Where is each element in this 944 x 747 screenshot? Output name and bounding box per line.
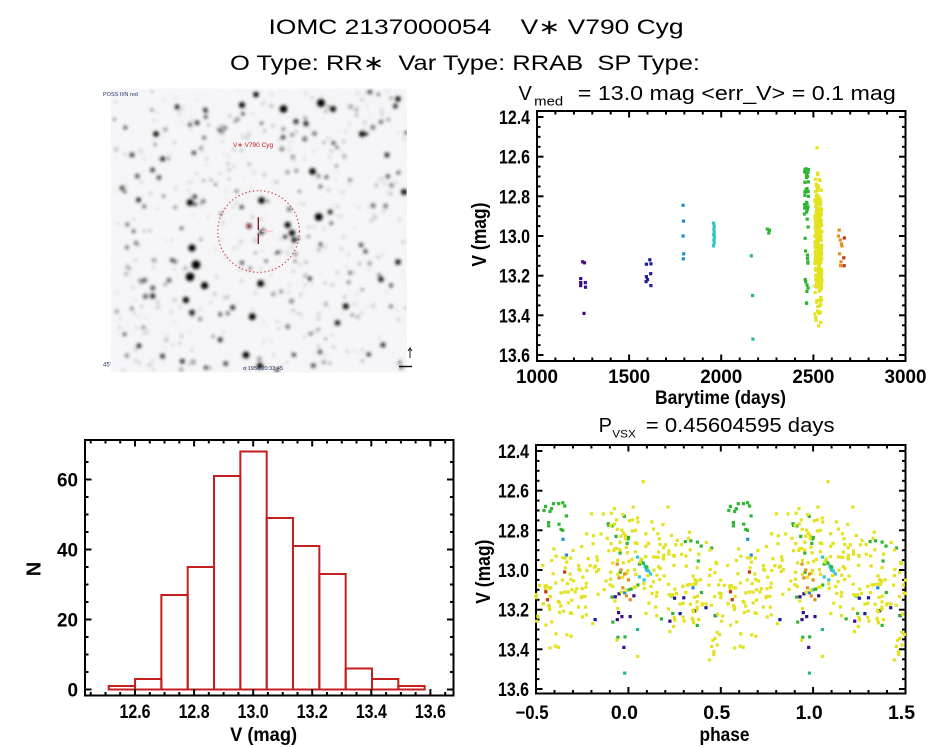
svg-text:0.0: 0.0: [611, 703, 638, 724]
svg-text:2000: 2000: [700, 367, 742, 388]
svg-text:13.2: 13.2: [297, 702, 328, 723]
svg-text:12.6: 12.6: [498, 482, 529, 503]
svg-text:1.0: 1.0: [796, 703, 823, 724]
svg-text:13.0: 13.0: [498, 561, 529, 582]
svg-text:13.4: 13.4: [499, 306, 530, 327]
svg-text:V (mag): V (mag): [469, 203, 491, 267]
svg-text:N: N: [24, 562, 46, 576]
svg-text:20: 20: [57, 611, 78, 632]
svg-text:IOMC 2137000054 V∗ V790 Cyg: IOMC 2137000054 V∗ V790 Cyg: [269, 16, 684, 39]
svg-text:V∗ V790 Cyg: V∗ V790 Cyg: [233, 142, 274, 149]
svg-text:1500: 1500: [608, 367, 650, 388]
svg-text:= 13.0 mag <err_V> = 0.1 mag: = 13.0 mag <err_V> = 0.1 mag: [578, 83, 896, 105]
svg-text:V: V: [519, 83, 533, 105]
svg-text:0: 0: [68, 681, 79, 702]
svg-text:V (mag): V (mag): [473, 540, 495, 604]
svg-text:α 1950 20:33:45: α 1950 20:33:45: [243, 366, 283, 372]
svg-text:−0.5: −0.5: [516, 703, 549, 724]
svg-text:1000: 1000: [516, 367, 558, 388]
svg-text:12.6: 12.6: [120, 702, 151, 723]
svg-text:POSS II/N red: POSS II/N red: [103, 92, 138, 98]
svg-text:med: med: [534, 94, 563, 109]
svg-text:13.6: 13.6: [498, 680, 529, 701]
svg-text:13.0: 13.0: [238, 702, 269, 723]
svg-text:2500: 2500: [792, 367, 834, 388]
svg-text:13.4: 13.4: [356, 702, 387, 723]
svg-text:13.6: 13.6: [499, 346, 530, 367]
svg-text:13.4: 13.4: [498, 640, 529, 661]
svg-text:40: 40: [57, 541, 78, 562]
svg-text:45': 45': [103, 363, 111, 369]
svg-text:Barytime (days): Barytime (days): [655, 388, 786, 409]
svg-text:= 0.45604595 days: = 0.45604595 days: [646, 415, 835, 437]
svg-text:3000: 3000: [885, 367, 927, 388]
svg-text:12.6: 12.6: [499, 148, 530, 169]
svg-text:phase: phase: [700, 725, 750, 746]
svg-text:0.5: 0.5: [703, 703, 730, 724]
svg-text:60: 60: [57, 471, 78, 492]
svg-text:12.8: 12.8: [179, 702, 210, 723]
svg-text:12.4: 12.4: [499, 108, 530, 129]
svg-text:VSX: VSX: [612, 428, 636, 440]
svg-text:13.2: 13.2: [499, 267, 530, 288]
svg-text:1.5: 1.5: [888, 703, 915, 724]
svg-text:P: P: [599, 415, 612, 437]
svg-text:13.0: 13.0: [499, 227, 530, 248]
svg-text:O Type: RR∗ Var Type: RRAB S: O Type: RR∗ Var Type: RRAB SP Type:: [230, 52, 700, 75]
svg-text:13.6: 13.6: [415, 702, 446, 723]
svg-text:12.4: 12.4: [498, 442, 529, 463]
svg-text:12.8: 12.8: [499, 187, 530, 208]
svg-text:12.8: 12.8: [498, 521, 529, 542]
svg-text:V (mag): V (mag): [230, 725, 297, 746]
svg-text:13.2: 13.2: [498, 601, 529, 622]
